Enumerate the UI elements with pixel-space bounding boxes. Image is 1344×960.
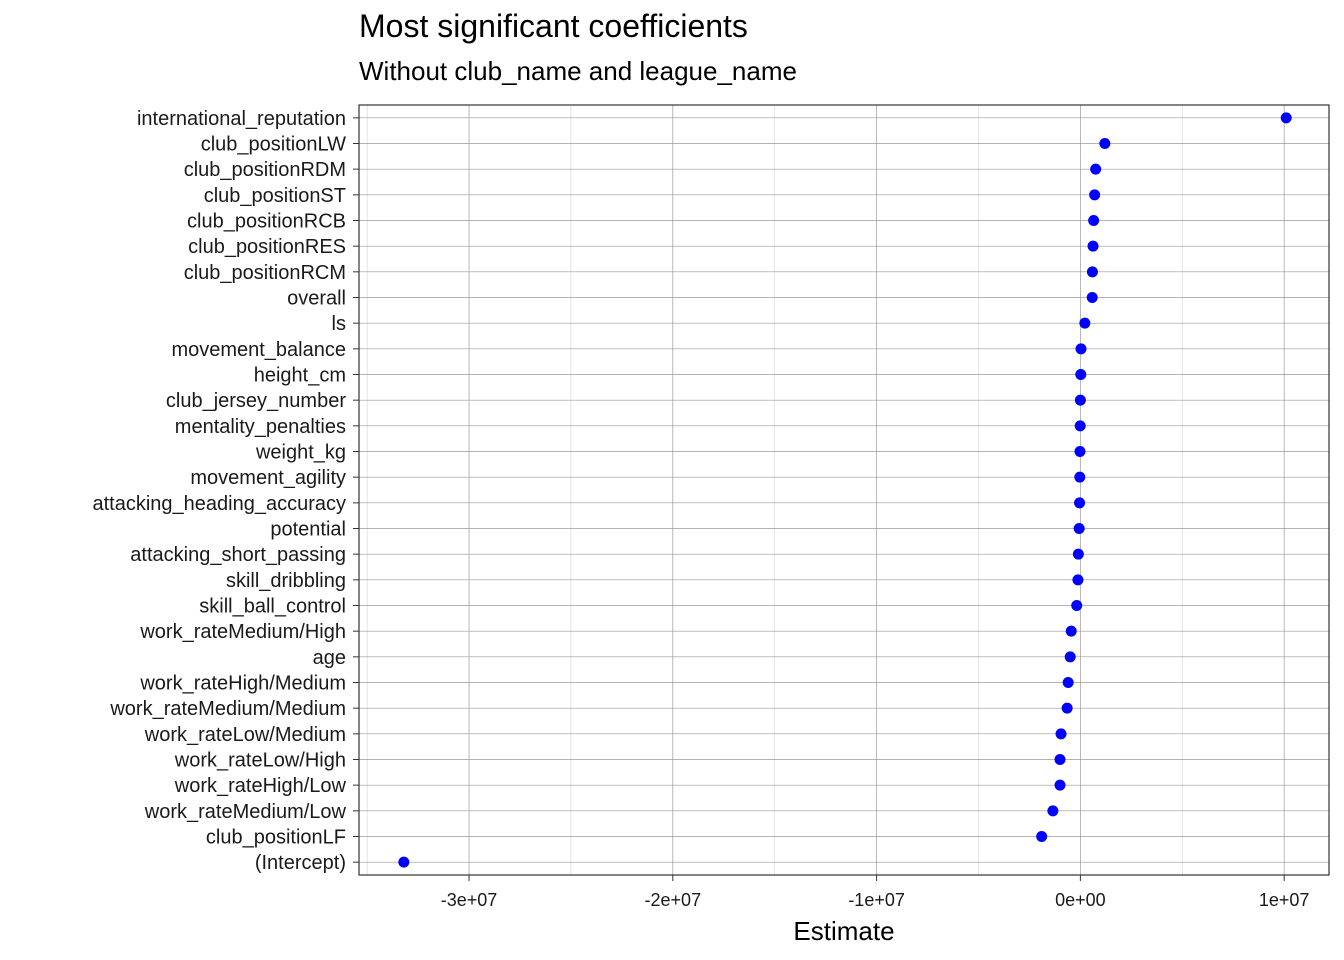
data-point <box>1072 548 1084 560</box>
data-point <box>1074 420 1086 432</box>
y-axis-tick-labels: international_reputation club_positionLWc… <box>92 108 359 874</box>
x-tick-label: -3e+07 <box>441 890 498 910</box>
y-tick-label: club_positionLF <box>206 827 346 849</box>
y-tick-label: movement_balance <box>171 339 346 361</box>
y-tick-label: weight_kg <box>255 442 346 464</box>
data-point <box>1072 574 1084 586</box>
y-tick-label: potential <box>270 519 346 541</box>
data-point <box>1062 677 1074 688</box>
x-tick-label: -2e+07 <box>645 890 702 910</box>
data-point <box>1071 600 1083 611</box>
data-points <box>398 112 1292 868</box>
y-tick-label: age <box>313 647 346 669</box>
x-tick-label: -1e+07 <box>848 890 905 910</box>
y-tick-label: work_rateMedium/High <box>139 621 346 643</box>
data-point <box>1088 215 1100 226</box>
y-tick-label: club_positionRDM <box>184 159 346 181</box>
data-point <box>398 856 410 868</box>
y-tick-label: international_reputation <box>137 108 346 130</box>
data-point <box>1036 831 1048 842</box>
x-axis-tick-labels: -3e+07 -2e+07 -1e+07 0e+00 1e+07 <box>441 875 1310 910</box>
chart-title: Most significant coefficients <box>359 8 748 44</box>
x-tick-label: 0e+00 <box>1055 890 1106 910</box>
y-tick-label: work_rateHigh/Medium <box>139 673 346 695</box>
y-tick-label: work_rateHigh/Low <box>174 775 347 797</box>
y-tick-label: work_rateMedium/Medium <box>109 698 346 720</box>
data-point <box>1079 317 1091 329</box>
y-tick-label: work_rateLow/High <box>174 750 346 772</box>
y-tick-label: club_positionRCB <box>187 211 346 233</box>
major-gridlines <box>359 105 1329 875</box>
y-tick-label: work_rateLow/Medium <box>144 724 346 746</box>
y-tick-label: attacking_heading_accuracy <box>92 493 346 515</box>
data-point <box>1065 625 1077 637</box>
plot-panel-border <box>358 104 1330 876</box>
y-tick-label: ls <box>332 313 346 335</box>
y-tick-label: club_positionRES <box>188 236 346 258</box>
y-tick-label: (Intercept) <box>255 852 346 874</box>
x-tick-label: 1e+07 <box>1259 890 1310 910</box>
data-point <box>1087 240 1099 252</box>
data-point <box>1086 292 1098 303</box>
data-point <box>1074 471 1086 483</box>
data-point <box>1047 805 1059 817</box>
y-tick-label: mentality_penalties <box>175 416 346 438</box>
y-tick-label: skill_ball_control <box>199 596 346 618</box>
data-point <box>1061 702 1073 714</box>
data-point <box>1089 189 1101 201</box>
data-point <box>1073 523 1085 534</box>
minor-gridlines <box>366 105 1183 875</box>
data-point <box>1055 728 1067 740</box>
data-point <box>1090 163 1102 175</box>
x-axis-label: Estimate <box>793 916 894 946</box>
data-point <box>1064 651 1076 663</box>
data-point <box>1074 394 1086 406</box>
y-tick-label: attacking_short_passing <box>130 544 346 566</box>
data-point <box>1054 754 1066 765</box>
y-tick-label: skill_dribbling <box>226 570 346 592</box>
y-tick-label: height_cm <box>254 365 346 387</box>
y-tick-label: club_positionST <box>204 185 346 207</box>
y-tick-label: work_rateMedium/Low <box>144 801 347 823</box>
data-point <box>1280 112 1292 124</box>
data-point <box>1074 446 1086 457</box>
y-tick-label: movement_agility <box>190 467 346 489</box>
data-point <box>1074 497 1086 509</box>
data-point <box>1086 266 1098 278</box>
y-tick-label: overall <box>287 288 346 310</box>
y-tick-label: club_jersey_number <box>166 390 346 412</box>
data-point <box>1075 343 1087 355</box>
data-point <box>1075 369 1087 380</box>
chart-subtitle: Without club_name and league_name <box>359 56 797 86</box>
y-tick-label: club_positionLW <box>201 134 346 156</box>
y-tick-label: club_positionRCM <box>184 262 346 284</box>
data-point <box>1099 138 1111 149</box>
data-point <box>1054 779 1066 791</box>
